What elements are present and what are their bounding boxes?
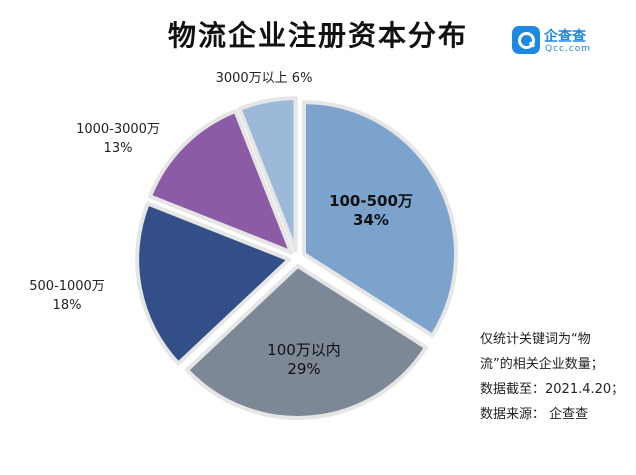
footnote-line-4: 数据来源： 企查查	[480, 407, 589, 422]
footnote-line-1: 仅统计关键词为“物	[480, 332, 591, 347]
footnote: 仅统计关键词为“物 流”的相关企业数量； 数据截至：2021.4.20； 数据来…	[480, 327, 630, 427]
chart-title: 物流企业注册资本分布	[167, 19, 468, 52]
pie-slice	[237, 96, 298, 253]
slice-label: 500-1000万	[29, 279, 105, 294]
slice-value-label: 18%	[53, 298, 82, 313]
pie-slice	[184, 263, 429, 420]
slice-value-label: 13%	[104, 141, 133, 156]
pie-slice	[148, 109, 294, 255]
slice-value-label: 34%	[353, 211, 389, 229]
pie-slices	[135, 96, 458, 420]
magnifier-icon	[512, 26, 540, 54]
logo-name: 企查查	[544, 29, 586, 45]
pie-slice	[135, 201, 292, 366]
slice-label: 3000万以上 6%	[216, 71, 313, 86]
footnote-line-3: 数据截至：2021.4.20；	[480, 382, 625, 397]
slice-label: 100万以内	[267, 341, 341, 359]
slice-value-label: 29%	[287, 360, 320, 378]
qcc-logo: 企查查 Qcc.com	[512, 26, 622, 60]
pie-slice	[302, 100, 458, 338]
logo-domain: Qcc.com	[545, 44, 592, 54]
slice-label: 100-500万	[329, 192, 413, 210]
slice-label: 1000-3000万	[76, 122, 160, 137]
footnote-line-2: 流”的相关企业数量；	[480, 357, 604, 372]
